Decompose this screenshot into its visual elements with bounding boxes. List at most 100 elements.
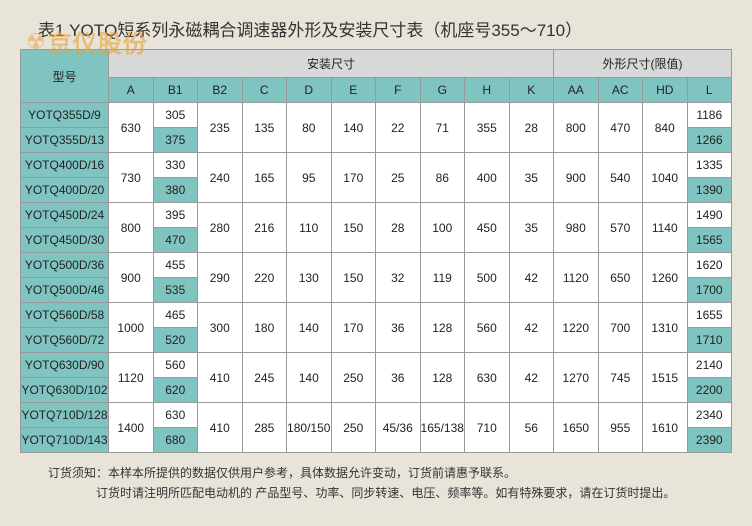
cell-AA: 1650 [554, 403, 599, 453]
cell-B2: 300 [198, 303, 243, 353]
watermark: ☢ 京仪股份 [26, 24, 148, 59]
cell-F: 45/36 [376, 403, 421, 453]
cell-H: 710 [465, 403, 510, 453]
cell-C: 216 [242, 203, 287, 253]
cell-B1: 520 [153, 328, 198, 353]
header-col-D: D [287, 78, 332, 103]
cell-B2: 235 [198, 103, 243, 153]
cell-AC: 540 [598, 153, 643, 203]
cell-AA: 1220 [554, 303, 599, 353]
cell-F: 28 [376, 203, 421, 253]
table-row: YOTQ355D/9630305235135801402271355288004… [21, 103, 732, 128]
cell-AA: 1270 [554, 353, 599, 403]
cell-B1: 305 [153, 103, 198, 128]
header-col-B2: B2 [198, 78, 243, 103]
table-row: YOTQ710D/1281400630410285180/15025045/36… [21, 403, 732, 428]
header-col-C: C [242, 78, 287, 103]
cell-HD: 1310 [643, 303, 688, 353]
cell-AA: 800 [554, 103, 599, 153]
cell-A: 730 [109, 153, 154, 203]
cell-K: 35 [509, 203, 554, 253]
cell-F: 32 [376, 253, 421, 303]
cell-AC: 700 [598, 303, 643, 353]
cell-K: 42 [509, 303, 554, 353]
cell-L: 1490 [687, 203, 732, 228]
cell-model: YOTQ630D/102 [21, 378, 109, 403]
footer-line2: 订货时请注明所匹配电动机的 产品型号、功率、同步转速、电压、频率等。如有特殊要求… [48, 483, 732, 503]
cell-B1: 620 [153, 378, 198, 403]
cell-HD: 1260 [643, 253, 688, 303]
cell-L: 1266 [687, 128, 732, 153]
cell-model: YOTQ630D/90 [21, 353, 109, 378]
cell-E: 150 [331, 253, 376, 303]
cell-model: YOTQ355D/9 [21, 103, 109, 128]
cell-B2: 290 [198, 253, 243, 303]
cell-model: YOTQ450D/30 [21, 228, 109, 253]
cell-G: 86 [420, 153, 465, 203]
cell-D: 110 [287, 203, 332, 253]
cell-L: 2340 [687, 403, 732, 428]
cell-HD: 1140 [643, 203, 688, 253]
cell-model: YOTQ400D/16 [21, 153, 109, 178]
footer-line1: 订货须知：本样本所提供的数据仅供用户参考，具体数据允许变动，订货前请惠予联系。 [48, 463, 732, 483]
cell-E: 170 [331, 303, 376, 353]
cell-A: 1000 [109, 303, 154, 353]
cell-H: 560 [465, 303, 510, 353]
cell-A: 1120 [109, 353, 154, 403]
table-row: YOTQ450D/2480039528021611015028100450359… [21, 203, 732, 228]
cell-AA: 1120 [554, 253, 599, 303]
cell-G: 100 [420, 203, 465, 253]
cell-K: 42 [509, 353, 554, 403]
cell-H: 500 [465, 253, 510, 303]
cell-B1: 375 [153, 128, 198, 153]
cell-HD: 840 [643, 103, 688, 153]
cell-L: 2200 [687, 378, 732, 403]
cell-B2: 410 [198, 353, 243, 403]
cell-D: 130 [287, 253, 332, 303]
cell-model: YOTQ500D/36 [21, 253, 109, 278]
cell-AA: 980 [554, 203, 599, 253]
cell-D: 80 [287, 103, 332, 153]
header-col-AA: AA [554, 78, 599, 103]
header-col-L: L [687, 78, 732, 103]
cell-A: 630 [109, 103, 154, 153]
cell-A: 800 [109, 203, 154, 253]
cell-F: 36 [376, 353, 421, 403]
cell-C: 135 [242, 103, 287, 153]
cell-H: 450 [465, 203, 510, 253]
cell-AC: 470 [598, 103, 643, 153]
cell-B1: 465 [153, 303, 198, 328]
footer-notes: 订货须知：本样本所提供的数据仅供用户参考，具体数据允许变动，订货前请惠予联系。 … [20, 463, 732, 504]
header-group-outline: 外形尺寸(限值) [554, 50, 732, 78]
cell-L: 1700 [687, 278, 732, 303]
cell-AC: 570 [598, 203, 643, 253]
cell-HD: 1515 [643, 353, 688, 403]
cell-E: 170 [331, 153, 376, 203]
cell-E: 250 [331, 353, 376, 403]
cell-K: 35 [509, 153, 554, 203]
cell-B1: 455 [153, 253, 198, 278]
header-col-B1: B1 [153, 78, 198, 103]
table-row: YOTQ630D/9011205604102451402503612863042… [21, 353, 732, 378]
cell-F: 25 [376, 153, 421, 203]
cell-E: 140 [331, 103, 376, 153]
table-row: YOTQ500D/3690045529022013015032119500421… [21, 253, 732, 278]
cell-B1: 560 [153, 353, 198, 378]
cell-B1: 330 [153, 153, 198, 178]
cell-B1: 395 [153, 203, 198, 228]
cell-model: YOTQ560D/72 [21, 328, 109, 353]
cell-L: 1565 [687, 228, 732, 253]
cell-L: 1335 [687, 153, 732, 178]
cell-L: 2140 [687, 353, 732, 378]
cell-B1: 380 [153, 178, 198, 203]
table-row: YOTQ400D/1673033024016595170258640035900… [21, 153, 732, 178]
cell-F: 36 [376, 303, 421, 353]
cell-G: 165/138 [420, 403, 465, 453]
cell-H: 400 [465, 153, 510, 203]
cell-G: 71 [420, 103, 465, 153]
header-col-H: H [465, 78, 510, 103]
cell-AA: 900 [554, 153, 599, 203]
cell-D: 95 [287, 153, 332, 203]
cell-D: 140 [287, 353, 332, 403]
cell-AC: 745 [598, 353, 643, 403]
